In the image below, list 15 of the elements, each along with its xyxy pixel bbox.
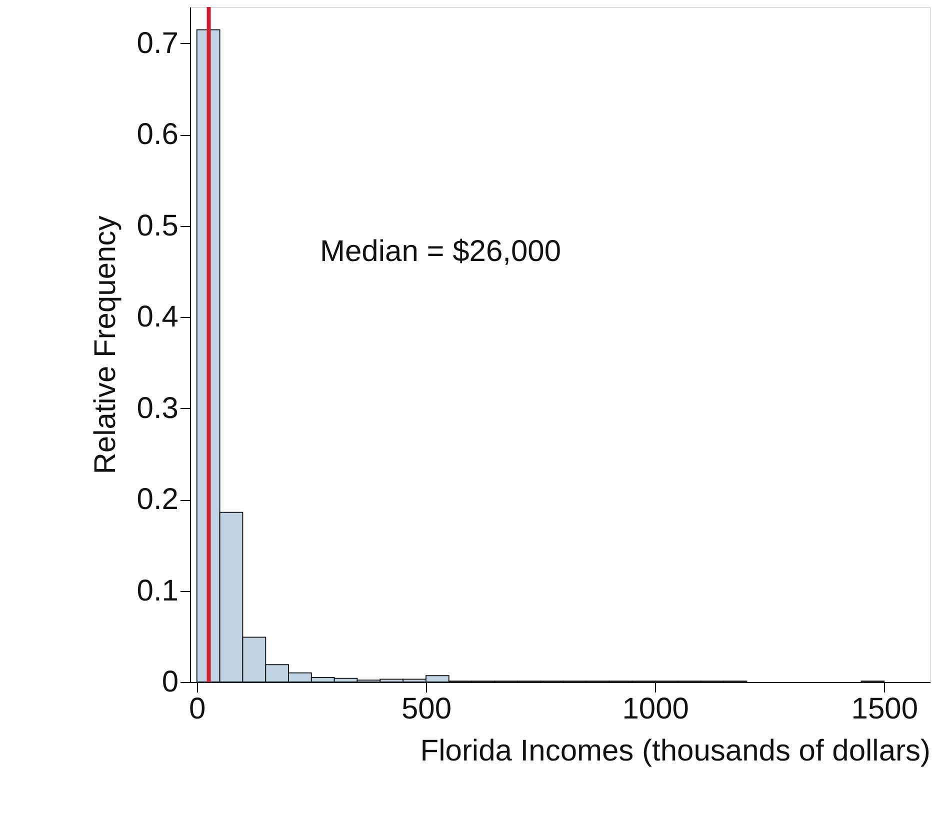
y-tick-label: 0.2 [136,483,178,516]
y-tick-label: 0.6 [136,118,178,152]
y-tick-label: 0.3 [136,392,178,425]
x-tick-label: 1000 [622,692,689,726]
x-tick-label: 0 [189,692,206,726]
y-tick-label: 0.5 [136,209,178,242]
y-tick-label: 0.7 [136,26,178,60]
y-tick-label: 0.1 [136,574,178,608]
y-tick-label: 0.4 [136,300,178,334]
y-axis-title: Relative Frequency [88,216,122,474]
annotation: Median = $26,000 [320,235,562,268]
x-tick-label: 1500 [851,692,918,726]
x-tick-label: 500 [401,692,452,726]
x-axis-title: Florida Incomes (thousands of dollars) [420,734,930,768]
y-tick-label: 0 [162,666,178,698]
